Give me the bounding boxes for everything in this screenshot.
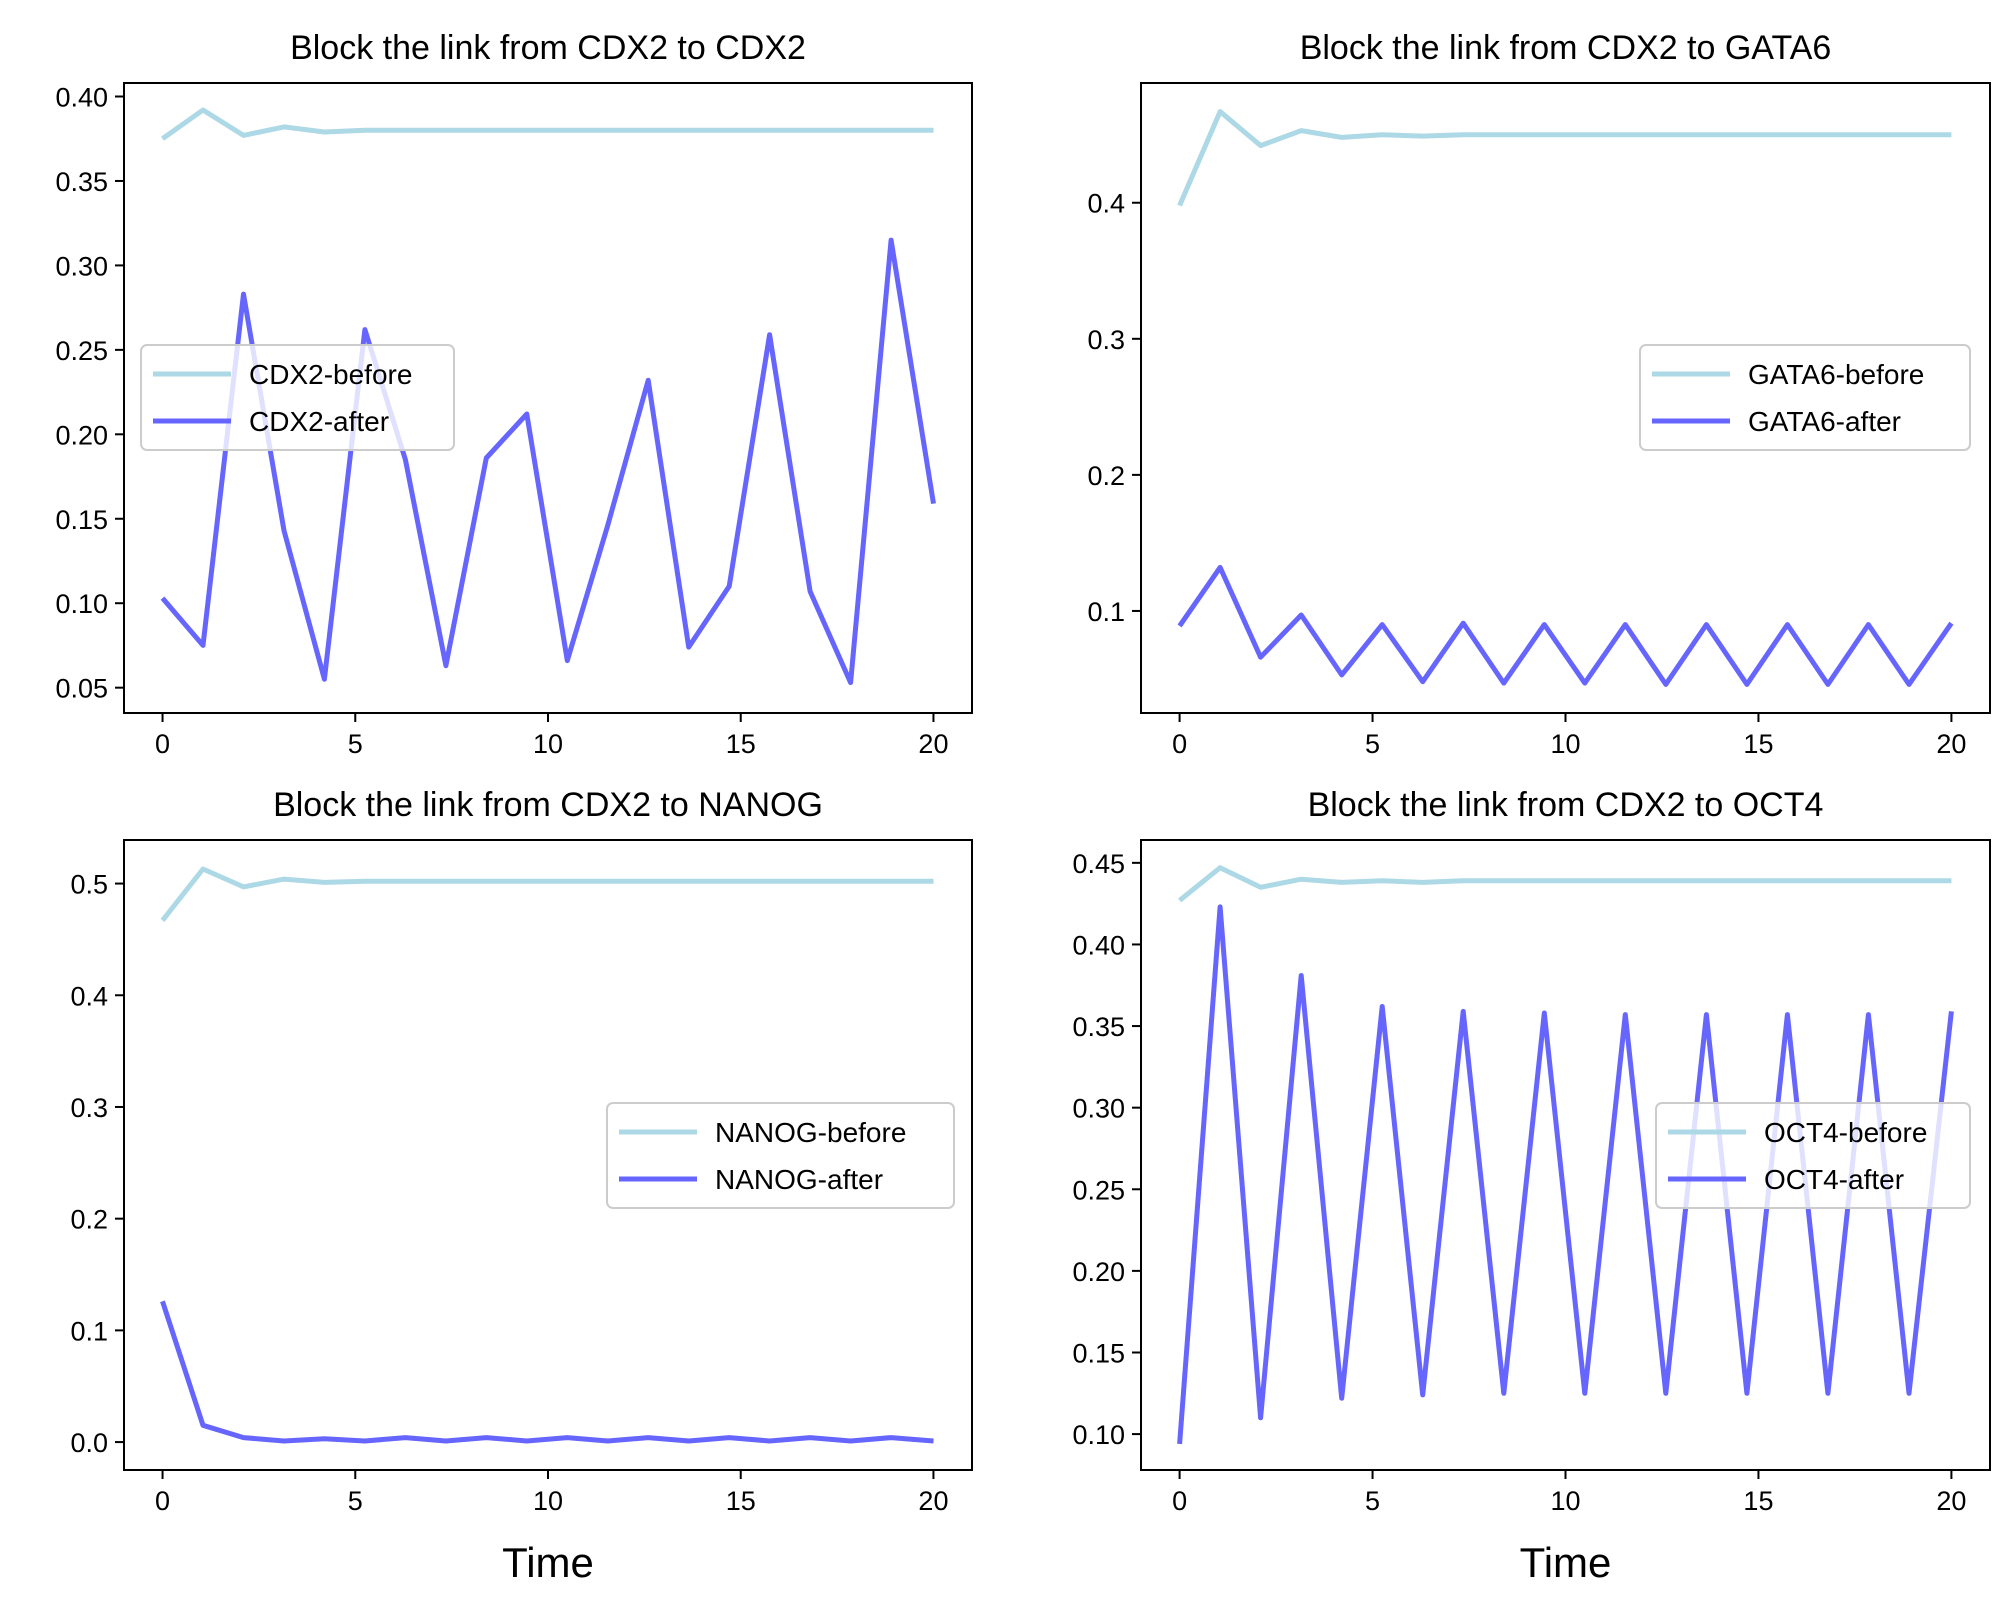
- x-tick-label: 10: [533, 1486, 563, 1516]
- y-tick-label: 0.45: [1072, 849, 1125, 879]
- y-tick-label: 0.3: [1087, 325, 1125, 355]
- legend-box: [140, 344, 455, 451]
- x-tick-label: 0: [155, 729, 170, 759]
- x-tick-label: 5: [348, 1486, 363, 1516]
- legend-label: CDX2-before: [249, 359, 412, 390]
- x-tick-label: 15: [726, 1486, 756, 1516]
- x-tick-label: 20: [1936, 1486, 1966, 1516]
- y-tick-label: 0.25: [55, 336, 108, 366]
- y-tick-label: 0.2: [70, 1205, 108, 1235]
- chart-title: Block the link from CDX2 to NANOG: [273, 786, 823, 824]
- x-tick-label: 10: [1550, 1486, 1580, 1516]
- y-tick-label: 0.0: [70, 1428, 108, 1458]
- y-tick-label: 0.4: [1087, 189, 1125, 219]
- y-tick-label: 0.20: [1072, 1257, 1125, 1287]
- legend-label: NANOG-after: [715, 1164, 883, 1195]
- series-line-oct4-after: [1177, 904, 1954, 1445]
- y-tick-label: 0.20: [55, 420, 108, 450]
- y-tick-label: 0.3: [70, 1093, 108, 1123]
- legend-box: [606, 1102, 955, 1209]
- y-tick-label: 0.5: [70, 870, 108, 900]
- subplot-gata6: 0 5 10 15 20 0.1 0.2 0.3 0.4 Block the link from …: [1087, 29, 1991, 759]
- x-tick-label: 5: [348, 729, 363, 759]
- series-line-oct4-before: [1178, 865, 1952, 903]
- legend-label: OCT4-after: [1764, 1164, 1904, 1195]
- subplot-nanog: 0 5 10 15 20 0.0 0.1 0.2 0.3 0.4 0.5 Block the link…: [70, 786, 973, 1586]
- legend: NANOG-before NANOG-after: [606, 1102, 955, 1209]
- legend-box: [1655, 1102, 1971, 1209]
- y-tick-label: 0.25: [1072, 1175, 1125, 1205]
- y-tick-label: 0.35: [1072, 1012, 1125, 1042]
- legend: OCT4-before OCT4-after: [1655, 1102, 1971, 1209]
- x-tick-label: 5: [1365, 729, 1380, 759]
- x-tick-label: 20: [1936, 729, 1966, 759]
- x-tick-label: 5: [1365, 1486, 1380, 1516]
- x-tick-label: 10: [533, 729, 563, 759]
- x-axis-label: Time: [1520, 1539, 1612, 1586]
- series-line-nanog-after: [160, 1300, 934, 1444]
- y-tick-label: 0.10: [1072, 1420, 1125, 1450]
- legend-label: NANOG-before: [715, 1117, 906, 1148]
- series-line-gata6-after: [1177, 564, 1954, 687]
- series-line-cdx2-before: [161, 107, 934, 141]
- y-tick-label: 0.2: [1087, 461, 1125, 491]
- y-tick-label: 0.15: [55, 505, 108, 535]
- series-line-cdx2-after: [160, 237, 936, 686]
- x-tick-label: 15: [726, 729, 756, 759]
- y-tick-label: 0.1: [1087, 597, 1125, 627]
- series-line-nanog-before: [160, 866, 934, 922]
- legend-label: OCT4-before: [1764, 1117, 1927, 1148]
- y-tick-label: 0.30: [1072, 1094, 1125, 1124]
- y-tick-label: 0.35: [55, 167, 108, 197]
- legend-label: GATA6-before: [1748, 359, 1924, 390]
- subplot-cdx2: 0 5 10 15 20 0.05 0.10 0.15 0.20 0.25 0.30 0.35 0.40…: [55, 29, 973, 759]
- y-tick-label: 0.40: [55, 83, 108, 113]
- x-tick-label: 15: [1743, 729, 1773, 759]
- legend-label: GATA6-after: [1748, 406, 1901, 437]
- series-line-gata6-before: [1177, 109, 1952, 207]
- chart-title: Block the link from CDX2 to CDX2: [290, 29, 806, 67]
- x-tick-label: 0: [1172, 729, 1187, 759]
- legend-label: CDX2-after: [249, 406, 389, 437]
- x-tick-label: 20: [918, 1486, 948, 1516]
- x-tick-label: 0: [155, 1486, 170, 1516]
- y-tick-label: 0.40: [1072, 930, 1125, 960]
- y-tick-label: 0.4: [70, 981, 108, 1011]
- y-tick-label: 0.15: [1072, 1338, 1125, 1368]
- x-tick-label: 20: [918, 729, 948, 759]
- chart-title: Block the link from CDX2 to OCT4: [1308, 786, 1824, 824]
- legend: CDX2-before CDX2-after: [140, 344, 455, 451]
- y-tick-label: 0.30: [55, 251, 108, 281]
- chart-title: Block the link from CDX2 to GATA6: [1300, 29, 1832, 67]
- subplot-oct4: 0 5 10 15 20 0.10 0.15 0.20 0.25 0.30 0.35 0.40 0.45…: [1072, 786, 1991, 1586]
- x-tick-label: 15: [1743, 1486, 1773, 1516]
- x-tick-label: 0: [1172, 1486, 1187, 1516]
- y-tick-label: 0.1: [70, 1316, 108, 1346]
- legend: GATA6-before GATA6-after: [1639, 344, 1971, 451]
- legend-box: [1639, 344, 1971, 451]
- x-axis-label: Time: [502, 1539, 594, 1586]
- y-tick-label: 0.05: [55, 674, 108, 704]
- x-tick-label: 10: [1550, 729, 1580, 759]
- y-tick-label: 0.10: [55, 589, 108, 619]
